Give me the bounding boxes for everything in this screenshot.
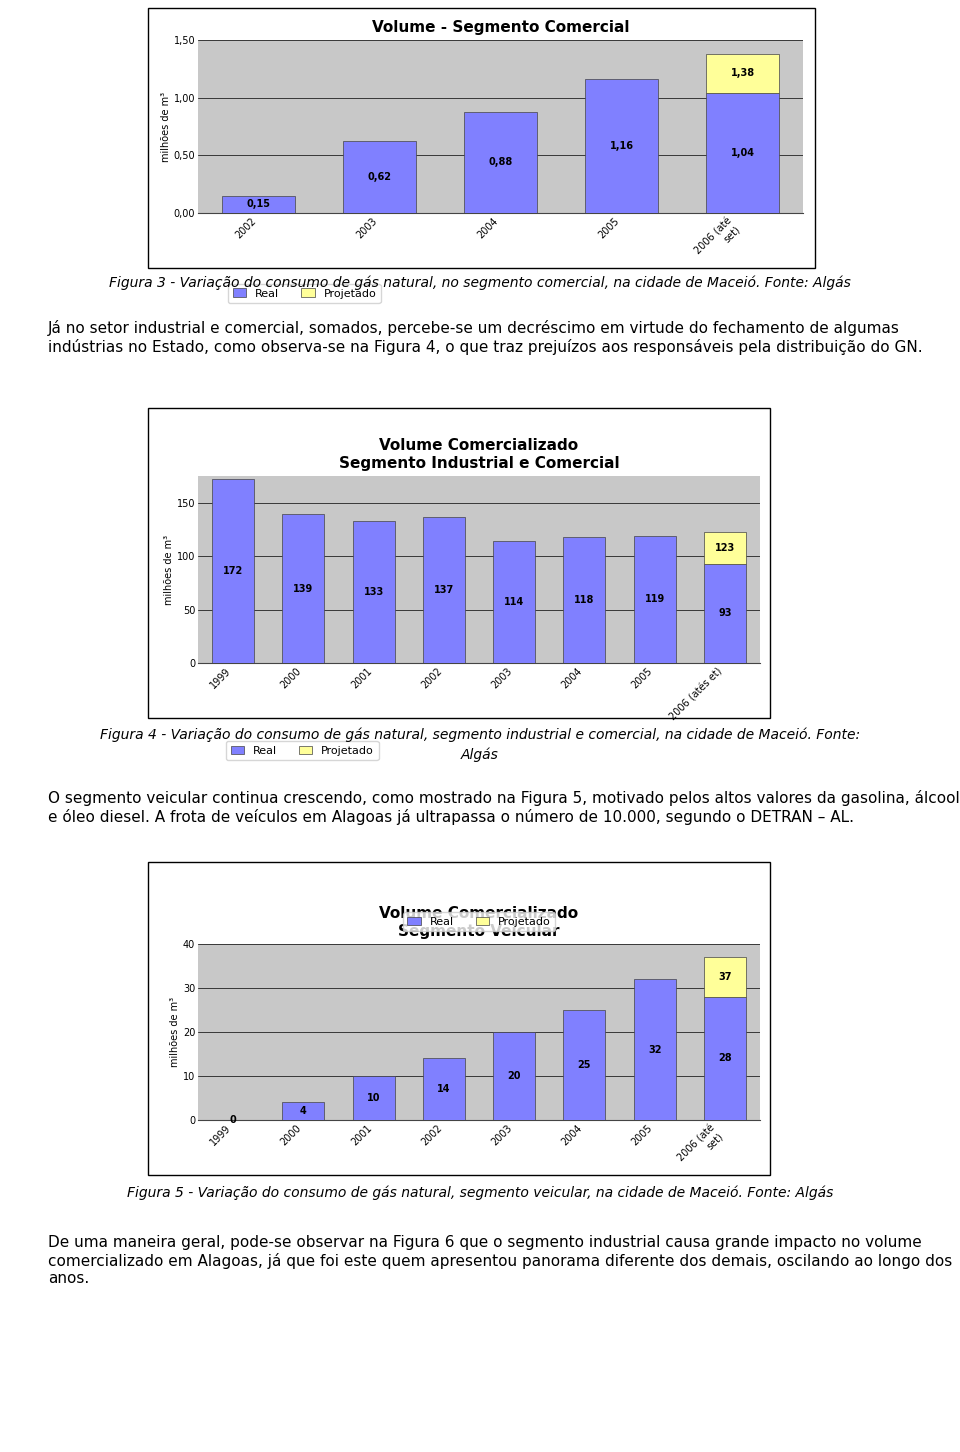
Legend: Real, Projetado: Real, Projetado: [227, 741, 378, 761]
Bar: [222, 196, 295, 213]
Title: Volume Comercializado
Segmento Veicular: Volume Comercializado Segmento Veicular: [379, 906, 579, 938]
Bar: [586, 80, 658, 213]
Title: Volume - Segmento Comercial: Volume - Segmento Comercial: [372, 20, 629, 35]
Text: 28: 28: [718, 1053, 732, 1063]
Legend: Real, Projetado: Real, Projetado: [228, 285, 381, 303]
Text: 4: 4: [300, 1106, 307, 1117]
Bar: [422, 517, 465, 664]
Y-axis label: milhões de m³: milhões de m³: [161, 91, 171, 161]
Title: Volume Comercializado
Segmento Industrial e Comercial: Volume Comercializado Segmento Industria…: [339, 439, 619, 470]
Bar: [282, 1102, 324, 1119]
Text: Figura 5 - Variação do consumo de gás natural, segmento veicular, na cidade de M: Figura 5 - Variação do consumo de gás na…: [127, 1185, 833, 1199]
Text: 133: 133: [364, 587, 384, 597]
Text: 139: 139: [293, 584, 314, 594]
Text: 1,16: 1,16: [610, 141, 634, 151]
Bar: [352, 521, 395, 664]
Bar: [493, 542, 536, 664]
Text: 172: 172: [223, 566, 243, 576]
Bar: [465, 112, 537, 213]
Legend: Real, Projetado: Real, Projetado: [403, 912, 555, 931]
Bar: [707, 54, 779, 93]
Bar: [704, 957, 746, 998]
Bar: [704, 531, 746, 563]
Text: 32: 32: [648, 1044, 661, 1054]
Y-axis label: milhões de m³: milhões de m³: [164, 534, 174, 604]
Text: 37: 37: [718, 971, 732, 982]
Text: 118: 118: [574, 595, 594, 605]
Text: 0,15: 0,15: [247, 199, 271, 209]
Text: 25: 25: [578, 1060, 591, 1070]
Text: 93: 93: [718, 608, 732, 619]
Bar: [704, 998, 746, 1119]
Text: De uma maneira geral, pode-se observar na Figura 6 que o segmento industrial cau: De uma maneira geral, pode-se observar n…: [48, 1236, 952, 1286]
Text: 1,38: 1,38: [731, 68, 755, 78]
Text: 20: 20: [508, 1072, 521, 1080]
Text: 1,04: 1,04: [731, 148, 755, 158]
Text: Algás: Algás: [461, 748, 499, 762]
Bar: [282, 514, 324, 664]
Text: 119: 119: [644, 594, 664, 604]
Y-axis label: milhões de m³: milhões de m³: [170, 998, 180, 1067]
Bar: [707, 93, 779, 213]
Text: 0,62: 0,62: [368, 173, 392, 183]
Bar: [344, 141, 416, 213]
Bar: [352, 1076, 395, 1119]
Bar: [422, 1059, 465, 1119]
Text: Figura 3 - Variação do consumo de gás natural, no segmento comercial, na cidade : Figura 3 - Variação do consumo de gás na…: [109, 274, 851, 289]
Bar: [704, 563, 746, 664]
Text: 137: 137: [434, 585, 454, 595]
Text: Já no setor industrial e comercial, somados, percebe-se um decréscimo em virtude: Já no setor industrial e comercial, soma…: [48, 319, 923, 354]
Text: 0: 0: [229, 1115, 236, 1125]
Text: 114: 114: [504, 597, 524, 607]
Bar: [634, 536, 676, 664]
Text: 123: 123: [715, 543, 735, 553]
Text: 10: 10: [367, 1093, 380, 1104]
Bar: [634, 979, 676, 1119]
Bar: [564, 537, 606, 664]
Bar: [564, 1011, 606, 1119]
Text: O segmento veicular continua crescendo, como mostrado na Figura 5, motivado pelo: O segmento veicular continua crescendo, …: [48, 790, 960, 825]
Text: Figura 4 - Variação do consumo de gás natural, segmento industrial e comercial, : Figura 4 - Variação do consumo de gás na…: [100, 727, 860, 742]
Text: 0,88: 0,88: [489, 157, 513, 167]
Bar: [493, 1032, 536, 1119]
Text: 14: 14: [437, 1085, 450, 1095]
Bar: [212, 479, 254, 664]
